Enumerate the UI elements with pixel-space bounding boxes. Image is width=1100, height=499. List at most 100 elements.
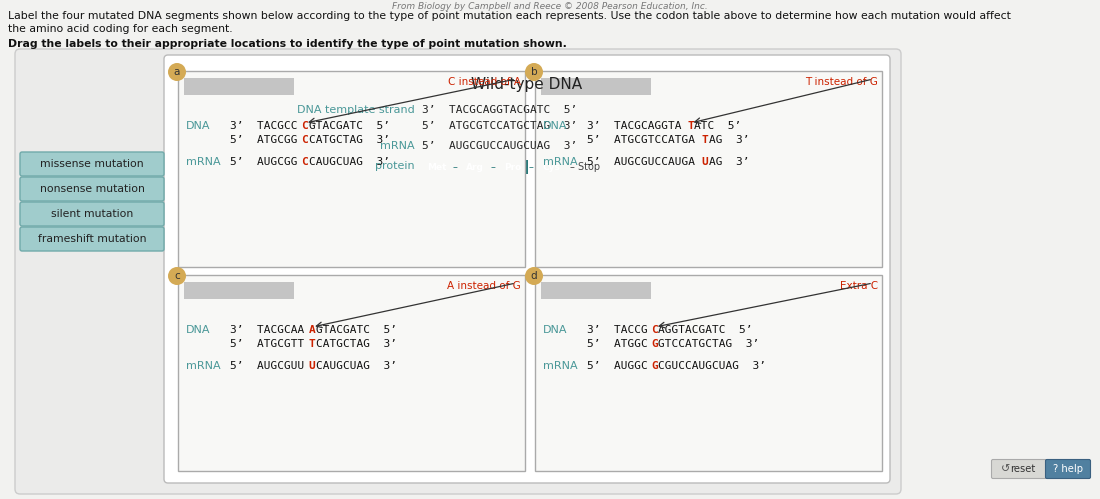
Text: C: C [301,157,308,167]
FancyBboxPatch shape [991,460,1046,479]
Text: the amino acid coding for each segment.: the amino acid coding for each segment. [8,24,232,34]
Text: G: G [651,339,658,349]
Text: DNA: DNA [543,325,568,335]
Text: 3’  TACGCAA: 3’ TACGCAA [230,325,305,335]
Text: 5’  AUGGC: 5’ AUGGC [587,361,648,371]
Text: ↺: ↺ [1001,464,1011,474]
Text: 5’  AUGCGUU: 5’ AUGCGUU [230,361,305,371]
Text: a: a [174,67,180,77]
Text: mRNA: mRNA [543,157,578,167]
Text: –: – [491,162,496,172]
Text: 5’  AUGCGG: 5’ AUGCGG [230,157,297,167]
Text: AGGTACGATC  5’: AGGTACGATC 5’ [659,325,754,335]
Text: mRNA: mRNA [186,361,221,371]
FancyBboxPatch shape [536,160,566,174]
Text: –: – [529,162,534,172]
Text: Met: Met [427,163,447,172]
Text: C: C [651,325,658,335]
Text: CGUCCAUGCUAG  3’: CGUCCAUGCUAG 3’ [659,361,767,371]
Text: nonsense mutation: nonsense mutation [40,184,144,194]
Text: 5’  AUGCGUCCAUGA: 5’ AUGCGUCCAUGA [587,157,695,167]
FancyBboxPatch shape [178,71,525,267]
Text: CATGCTAG  3’: CATGCTAG 3’ [316,339,397,349]
Text: A: A [309,325,316,335]
Text: b: b [530,67,537,77]
Text: d: d [530,271,537,281]
Text: Arg: Arg [466,163,484,172]
Text: GTACGATC  5’: GTACGATC 5’ [316,325,397,335]
Text: mRNA: mRNA [186,157,221,167]
Text: G: G [651,361,658,371]
FancyBboxPatch shape [422,160,452,174]
FancyBboxPatch shape [1045,460,1090,479]
Text: protein: protein [375,161,415,171]
Text: U: U [702,157,708,167]
Text: frameshift mutation: frameshift mutation [37,234,146,244]
Text: ATC  5’: ATC 5’ [694,121,741,131]
Text: reset: reset [1011,464,1035,474]
Text: Extra C: Extra C [840,281,878,291]
Text: Wild-type DNA: Wild-type DNA [472,77,583,92]
Text: 3’  TACGCAGGTA: 3’ TACGCAGGTA [587,121,682,131]
FancyBboxPatch shape [535,71,882,267]
Text: mRNA: mRNA [543,361,578,371]
FancyBboxPatch shape [535,275,882,471]
Text: DNA: DNA [543,121,568,131]
Text: T: T [688,121,694,131]
FancyBboxPatch shape [20,152,164,176]
Text: Cys: Cys [542,163,560,172]
FancyBboxPatch shape [20,202,164,226]
Text: AG  3’: AG 3’ [708,135,749,145]
Text: Drag the labels to their appropriate locations to identify the type of point mut: Drag the labels to their appropriate loc… [8,39,566,49]
Text: DNA: DNA [186,325,210,335]
Text: C: C [301,135,308,145]
Text: GTCCATGCTAG  3’: GTCCATGCTAG 3’ [659,339,760,349]
Text: Label the four mutated DNA segments shown below according to the type of point m: Label the four mutated DNA segments show… [8,11,1011,21]
Text: 5’  AUGCGUCCAUGCUAG  3’: 5’ AUGCGUCCAUGCUAG 3’ [422,141,578,151]
Text: GTACGATC  5’: GTACGATC 5’ [309,121,389,131]
FancyBboxPatch shape [498,160,528,174]
Circle shape [525,63,543,81]
Text: A instead of G: A instead of G [448,281,521,291]
Text: silent mutation: silent mutation [51,209,133,219]
FancyBboxPatch shape [460,160,490,174]
Text: 5’  ATGCGTCCATGCTAG  3’: 5’ ATGCGTCCATGCTAG 3’ [422,121,578,131]
FancyBboxPatch shape [184,78,294,95]
Text: U: U [309,361,316,371]
Text: 5’  ATGGC: 5’ ATGGC [587,339,648,349]
Text: C instead of A: C instead of A [448,77,521,87]
Text: DNA: DNA [186,121,210,131]
Circle shape [168,63,186,81]
Text: –: – [453,162,458,172]
Text: 3’  TACGCC: 3’ TACGCC [230,121,297,131]
FancyBboxPatch shape [15,49,901,494]
FancyBboxPatch shape [178,275,525,471]
Text: mRNA: mRNA [381,141,415,151]
Circle shape [168,267,186,285]
Text: DNA template strand: DNA template strand [297,105,415,115]
Text: CAUGCUAG  3’: CAUGCUAG 3’ [316,361,397,371]
FancyBboxPatch shape [20,177,164,201]
FancyBboxPatch shape [20,227,164,251]
Text: c: c [174,271,180,281]
Text: T: T [309,339,316,349]
FancyBboxPatch shape [164,55,890,483]
Text: Pro: Pro [505,163,521,172]
Text: T: T [702,135,708,145]
Text: AG  3’: AG 3’ [708,157,749,167]
FancyBboxPatch shape [184,282,294,299]
Text: 5’  ATGCGTCCATGA: 5’ ATGCGTCCATGA [587,135,695,145]
Text: – Stop: – Stop [570,162,601,172]
FancyBboxPatch shape [541,78,651,95]
FancyBboxPatch shape [541,282,651,299]
Text: ? help: ? help [1053,464,1084,474]
Text: From Biology by Campbell and Reece © 2008 Pearson Education, Inc.: From Biology by Campbell and Reece © 200… [392,2,708,11]
Text: 3’  TACGCAGGTACGATC  5’: 3’ TACGCAGGTACGATC 5’ [422,105,578,115]
Text: C: C [301,121,308,131]
Text: CAUGCUAG  3’: CAUGCUAG 3’ [309,157,389,167]
Text: CATGCTAG  3’: CATGCTAG 3’ [309,135,389,145]
Text: 3’  TACCG: 3’ TACCG [587,325,648,335]
Circle shape [525,267,543,285]
Text: T instead of G: T instead of G [805,77,878,87]
Text: 5’  ATGCGG: 5’ ATGCGG [230,135,297,145]
